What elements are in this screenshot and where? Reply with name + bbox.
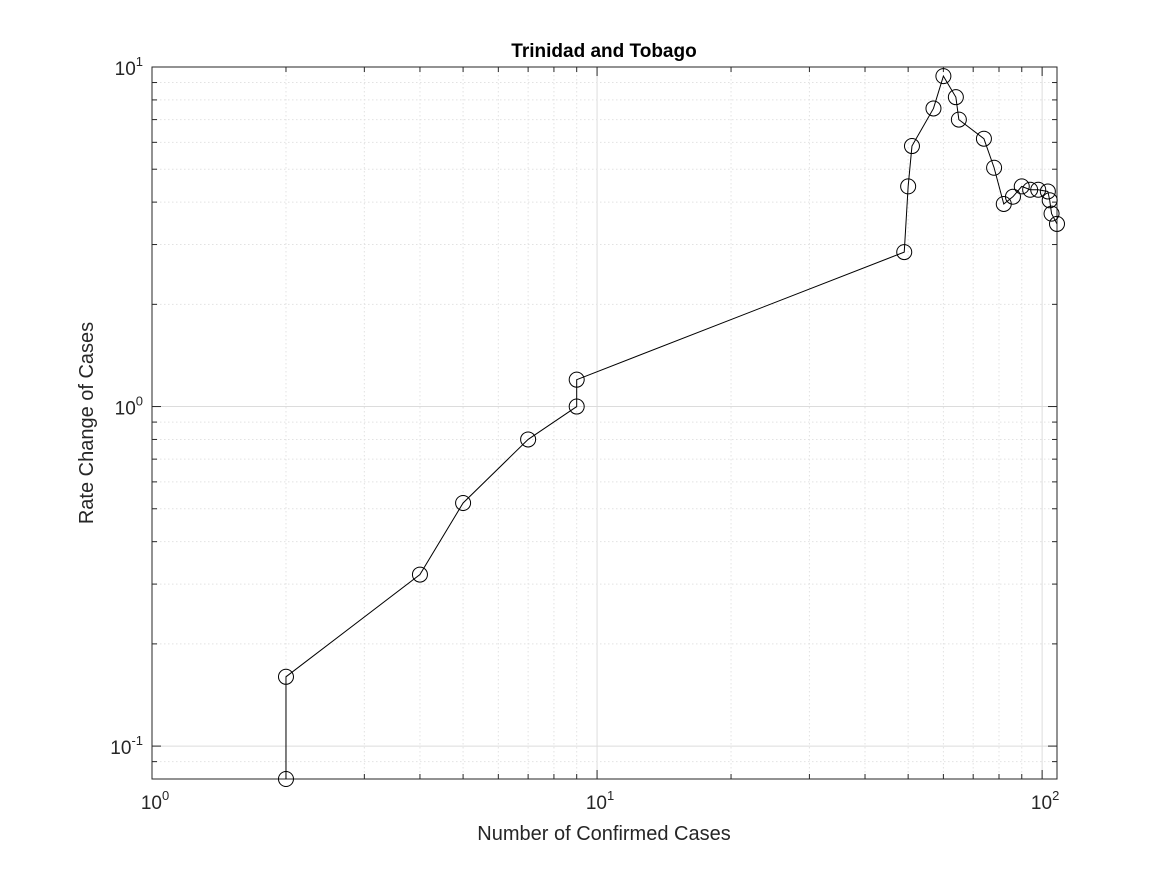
data-point bbox=[520, 431, 537, 448]
plot-frame bbox=[151, 66, 1058, 780]
y-tick-label: 10-1 bbox=[110, 733, 143, 759]
data-point bbox=[568, 371, 585, 388]
data-point bbox=[950, 111, 967, 128]
x-tick-label: 102 bbox=[1031, 788, 1059, 814]
data-point bbox=[896, 244, 913, 261]
data-point bbox=[1030, 181, 1047, 198]
x-axis-label: Number of Confirmed Cases bbox=[477, 823, 730, 845]
tick-marks bbox=[151, 66, 1057, 780]
y-tick-label: 101 bbox=[115, 54, 143, 80]
tick-labels: 100 101 102 10-1 100 101 bbox=[110, 54, 1059, 814]
data-point bbox=[411, 566, 428, 583]
data-point bbox=[975, 130, 992, 147]
data-point bbox=[903, 138, 920, 155]
y-tick-label: 100 bbox=[115, 394, 143, 420]
data-point bbox=[925, 100, 942, 117]
data-point bbox=[986, 159, 1003, 176]
series-layer bbox=[277, 68, 1065, 787]
data-point bbox=[277, 771, 294, 787]
data-point bbox=[1041, 192, 1058, 209]
x-tick-label: 101 bbox=[586, 788, 614, 814]
data-point bbox=[455, 494, 472, 511]
x-tick-label: 100 bbox=[141, 788, 169, 814]
data-point bbox=[1022, 181, 1039, 198]
data-point bbox=[935, 68, 952, 85]
data-point bbox=[277, 668, 294, 685]
data-point bbox=[1004, 188, 1021, 205]
data-point bbox=[568, 398, 585, 415]
data-point bbox=[900, 178, 917, 195]
data-point bbox=[1049, 215, 1065, 232]
data-point bbox=[1043, 205, 1060, 222]
y-axis-label: Rate Change of Cases bbox=[76, 322, 98, 524]
series-line bbox=[285, 74, 1058, 779]
data-point bbox=[1039, 183, 1056, 200]
chart-title: Trinidad and Tobago bbox=[511, 41, 696, 62]
data-point bbox=[1013, 178, 1030, 195]
plot-area bbox=[152, 67, 1057, 779]
data-point bbox=[947, 89, 964, 106]
